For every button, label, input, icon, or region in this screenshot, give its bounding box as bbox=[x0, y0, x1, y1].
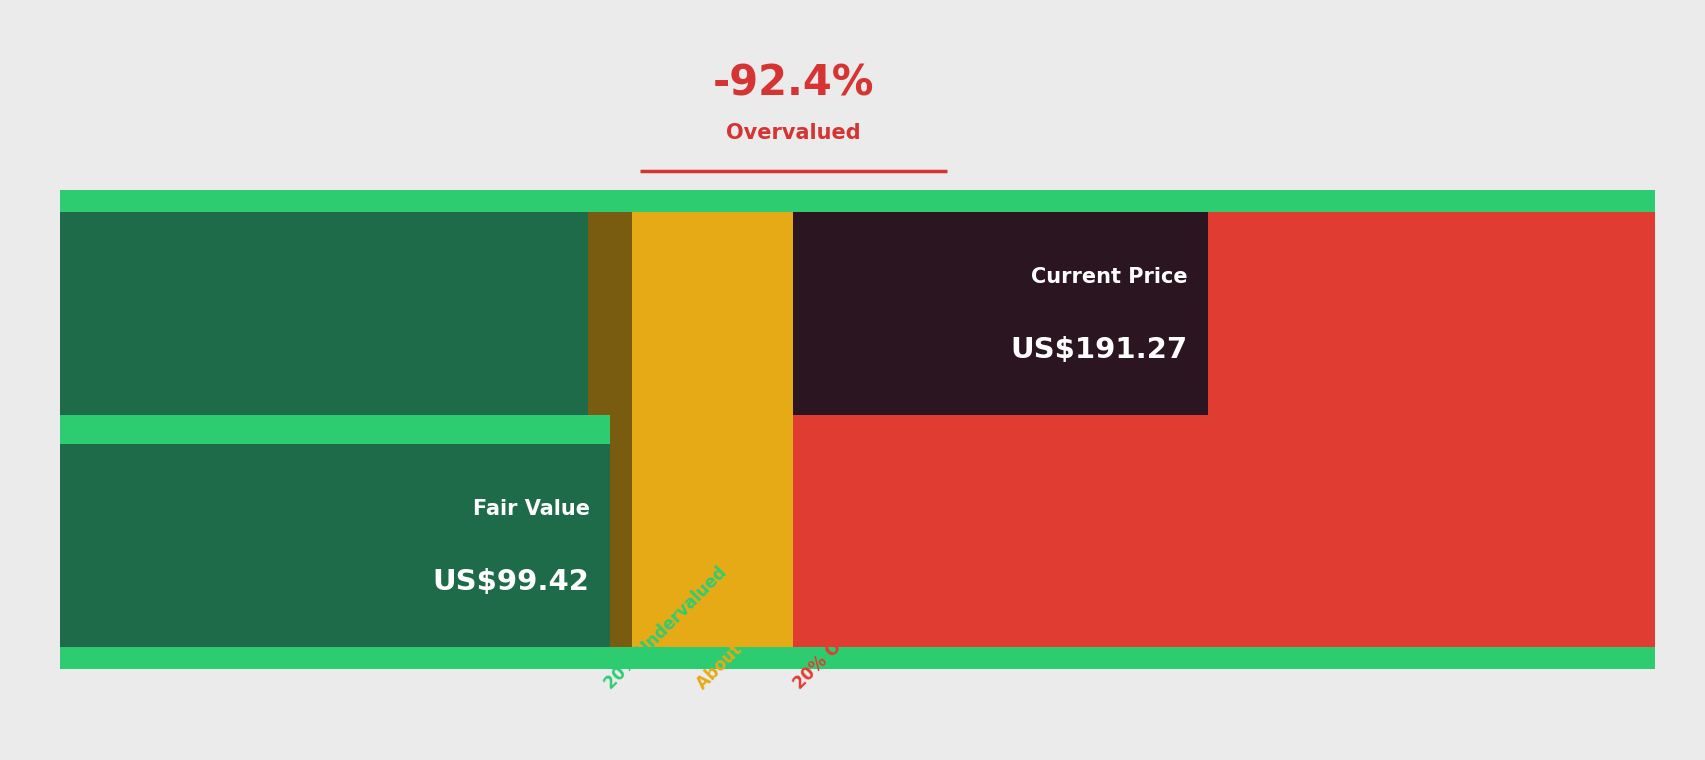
Text: Fair Value: Fair Value bbox=[472, 499, 590, 519]
Bar bbox=[60, 190, 1654, 211]
Bar bbox=[793, 211, 1654, 648]
Text: About Right: About Right bbox=[692, 601, 784, 693]
Text: US$99.42: US$99.42 bbox=[433, 568, 590, 596]
Bar bbox=[587, 211, 633, 648]
Text: 20% Undervalued: 20% Undervalued bbox=[602, 564, 730, 693]
Bar bbox=[793, 211, 1207, 415]
Text: -92.4%: -92.4% bbox=[713, 62, 873, 105]
Bar bbox=[610, 211, 793, 648]
Bar bbox=[60, 444, 610, 648]
Text: 20% Overvalued: 20% Overvalued bbox=[789, 572, 910, 693]
Text: Overvalued: Overvalued bbox=[726, 123, 859, 143]
Text: US$191.27: US$191.27 bbox=[1009, 336, 1187, 364]
Bar bbox=[60, 415, 610, 444]
Text: Current Price: Current Price bbox=[1030, 267, 1187, 287]
Bar bbox=[60, 648, 1654, 669]
Bar bbox=[60, 211, 610, 648]
